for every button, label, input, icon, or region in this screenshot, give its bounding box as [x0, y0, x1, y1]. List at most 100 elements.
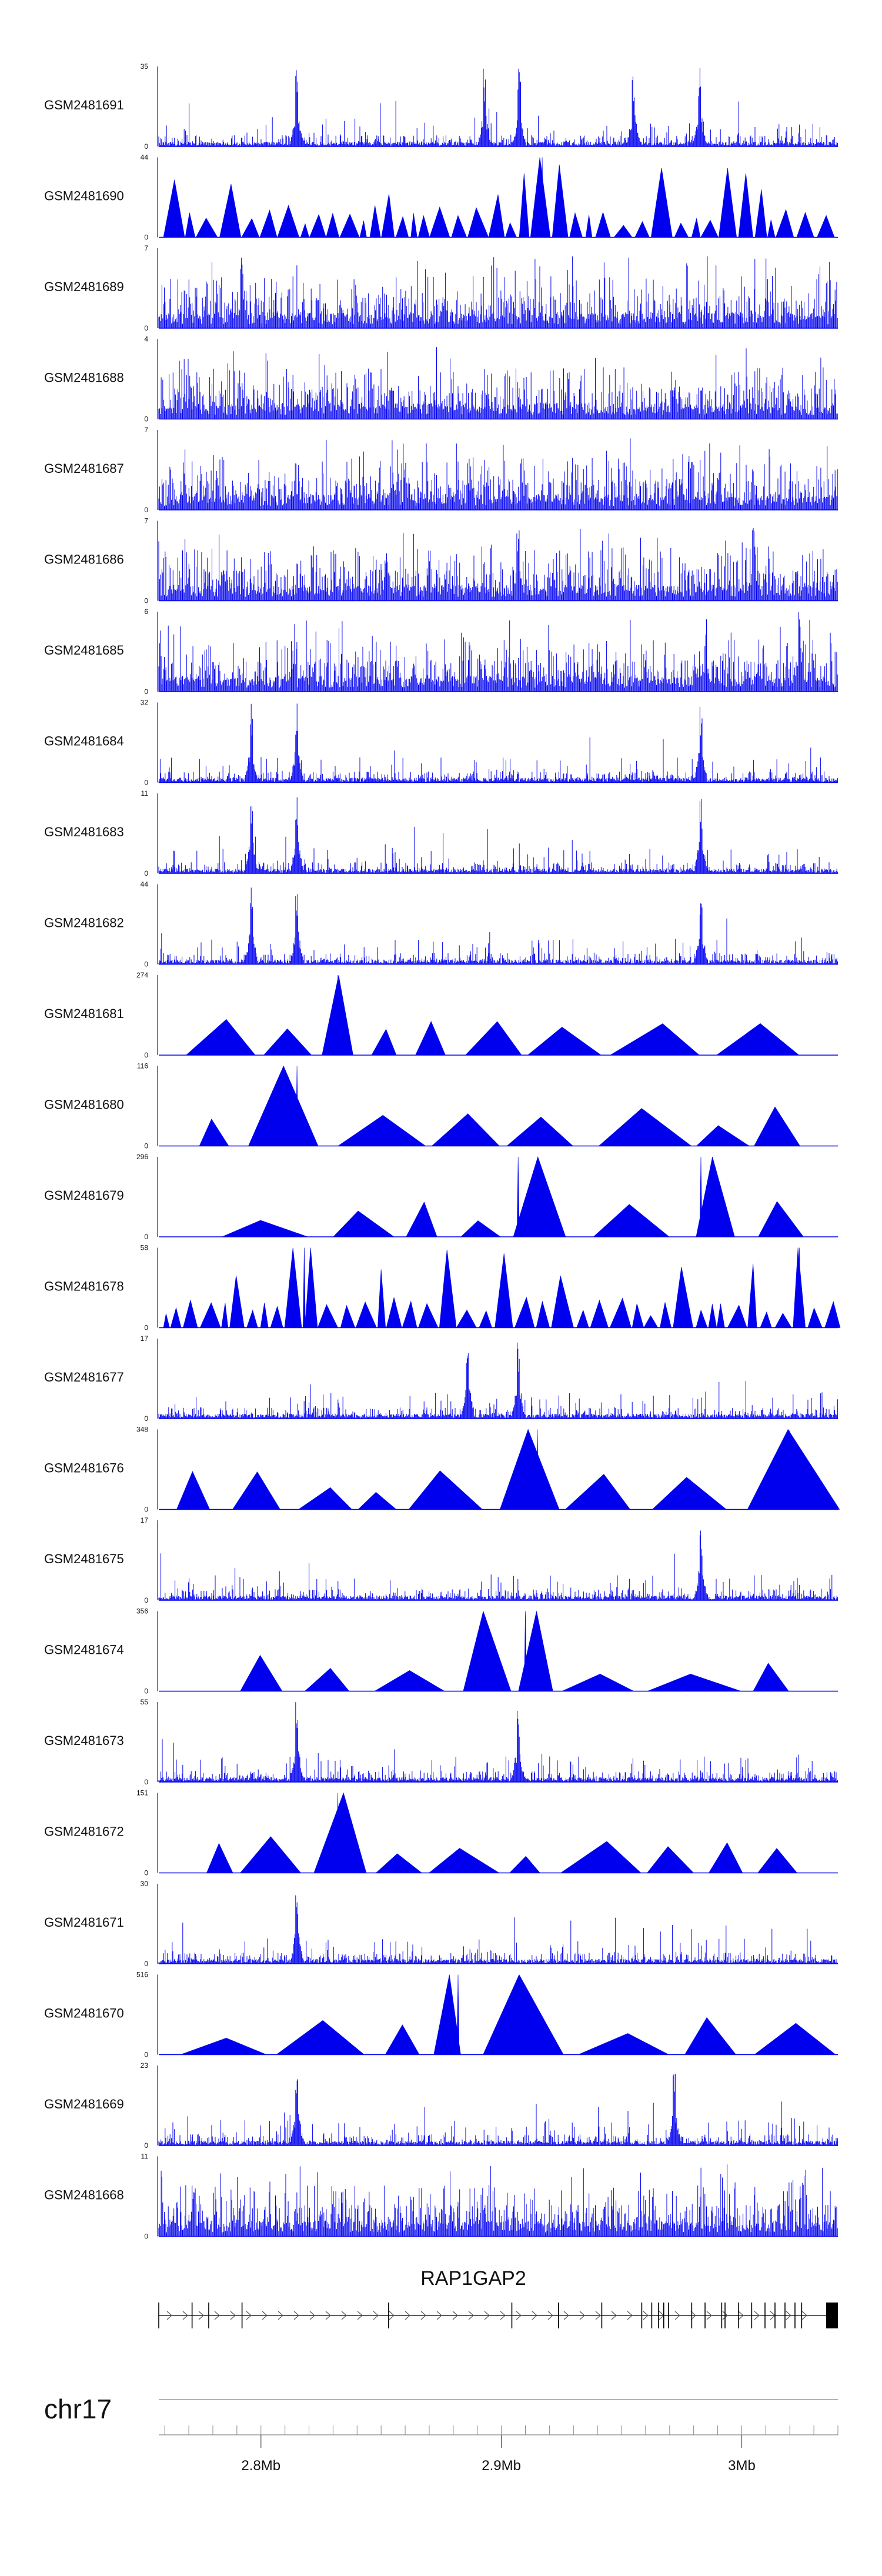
signal-coverage: [176, 1429, 840, 1510]
signal-bars: [158, 2074, 838, 2145]
strand-arrow-icon: [674, 2311, 680, 2320]
strand-arrow-icon: [738, 2311, 744, 2320]
strand-arrow-icon: [786, 2311, 791, 2320]
track-label: GSM2481691: [44, 98, 124, 112]
strand-arrow-icon: [293, 2311, 299, 2320]
track-GSM2481674: GSM2481674 356 0: [44, 1607, 838, 1696]
track-label: GSM2481686: [44, 552, 124, 567]
track-GSM2481669: GSM2481669 23 0: [44, 2061, 838, 2150]
y-max-label: 17: [141, 1516, 149, 1524]
strand-arrow-icon: [690, 2311, 696, 2320]
track-GSM2481678: GSM2481678 58 0: [44, 1244, 841, 1332]
track-GSM2481686: GSM2481686 7 0: [44, 517, 838, 605]
strand-arrow-icon: [357, 2311, 363, 2320]
signal-bars: [158, 347, 838, 419]
track-GSM2481690: GSM2481690 44 0: [44, 154, 838, 242]
y-max-label: 11: [141, 789, 149, 798]
signal-coverage: [185, 975, 800, 1056]
track-GSM2481687: GSM2481687 7 0: [44, 426, 838, 514]
strand-arrow-icon: [500, 2311, 506, 2320]
signal-coverage: [163, 157, 835, 238]
y-max-label: 30: [141, 1880, 149, 1888]
strand-arrow-icon: [246, 2311, 252, 2320]
track-label: GSM2481674: [44, 1643, 124, 1657]
track-label: GSM2481685: [44, 643, 124, 658]
strand-arrow-icon: [547, 2311, 553, 2320]
track-label: GSM2481680: [44, 1097, 124, 1112]
signal-bars: [158, 68, 838, 146]
y-max-label: 17: [141, 1334, 149, 1343]
strand-arrow-icon: [389, 2311, 395, 2320]
strand-arrow-icon: [595, 2311, 601, 2320]
strand-arrow-icon: [309, 2311, 315, 2320]
y-min-label: 0: [144, 1233, 148, 1241]
signal-bars: [158, 612, 838, 692]
signal-bars: [158, 1895, 838, 1964]
strand-arrow-icon: [627, 2311, 633, 2320]
strand-arrow-icon: [214, 2311, 220, 2320]
signal-bars: [158, 1342, 838, 1419]
track-label: GSM2481682: [44, 916, 124, 930]
y-max-label: 32: [141, 699, 149, 707]
y-max-label: 55: [141, 1698, 149, 1706]
track-GSM2481679: GSM2481679 296 0: [44, 1153, 838, 1241]
track-label: GSM2481679: [44, 1188, 124, 1203]
y-min-label: 0: [144, 1506, 148, 1514]
y-min-label: 0: [144, 2141, 148, 2150]
y-max-label: 116: [137, 1062, 148, 1070]
signal-bars: [158, 797, 838, 873]
strand-arrow-icon: [643, 2311, 649, 2320]
track-label: GSM2481668: [44, 2188, 124, 2203]
y-max-label: 356: [136, 1607, 148, 1616]
signal-bars: [158, 1702, 838, 1782]
strand-arrow-icon: [722, 2311, 728, 2320]
y-min-label: 0: [144, 688, 148, 696]
y-min-label: 0: [144, 960, 148, 969]
strand-arrow-icon: [754, 2311, 760, 2320]
signal-coverage: [180, 1974, 836, 2055]
gene-utr-block: [826, 2303, 838, 2328]
y-min-label: 0: [144, 2051, 148, 2059]
y-max-label: 35: [141, 62, 149, 71]
y-max-label: 4: [144, 335, 148, 343]
signal-coverage: [199, 1065, 801, 1146]
track-label: GSM2481684: [44, 734, 124, 749]
track-GSM2481682: GSM2481682 44 0: [44, 880, 838, 969]
track-GSM2481677: GSM2481677 17 0: [44, 1334, 838, 1423]
strand-arrow-icon: [278, 2311, 283, 2320]
y-max-label: 7: [144, 426, 148, 434]
signal-bars: [158, 438, 838, 510]
strand-arrow-icon: [532, 2311, 537, 2320]
track-GSM2481691: GSM2481691 35 0: [44, 62, 838, 151]
track-label: GSM2481672: [44, 1824, 124, 1839]
track-label: GSM2481675: [44, 1551, 124, 1566]
track-GSM2481673: GSM2481673 55 0: [44, 1698, 838, 1786]
y-min-label: 0: [144, 415, 148, 423]
y-max-label: 23: [141, 2061, 149, 2070]
signal-bars: [158, 256, 838, 328]
track-label: GSM2481688: [44, 371, 124, 385]
gene-track: RAP1GAP2: [158, 2267, 838, 2328]
y-max-label: 11: [141, 2153, 149, 2161]
strand-arrow-icon: [182, 2311, 188, 2320]
y-min-label: 0: [144, 506, 148, 514]
track-GSM2481670: GSM2481670 516 0: [44, 1971, 838, 2059]
signal-bars: [158, 703, 838, 783]
gene-name-label: RAP1GAP2: [420, 2267, 526, 2290]
tick-label: 2.8Mb: [241, 2458, 280, 2474]
y-min-label: 0: [144, 142, 148, 151]
strand-arrow-icon: [230, 2311, 236, 2320]
y-max-label: 151: [136, 1789, 148, 1797]
strand-arrow-icon: [262, 2311, 268, 2320]
track-GSM2481685: GSM2481685 6 0: [44, 608, 838, 696]
track-GSM2481688: GSM2481688 4 0: [44, 335, 838, 423]
signal-bars: [158, 528, 838, 601]
y-max-label: 516: [136, 1971, 148, 1979]
signal-tracks: GSM2481691350GSM2481690440GSM248168970GS…: [44, 62, 841, 2241]
y-min-label: 0: [144, 1051, 148, 1059]
y-min-label: 0: [144, 1778, 148, 1786]
track-label: GSM2481671: [44, 1915, 124, 1930]
strand-arrow-icon: [611, 2311, 617, 2320]
track-label: GSM2481681: [44, 1006, 124, 1021]
